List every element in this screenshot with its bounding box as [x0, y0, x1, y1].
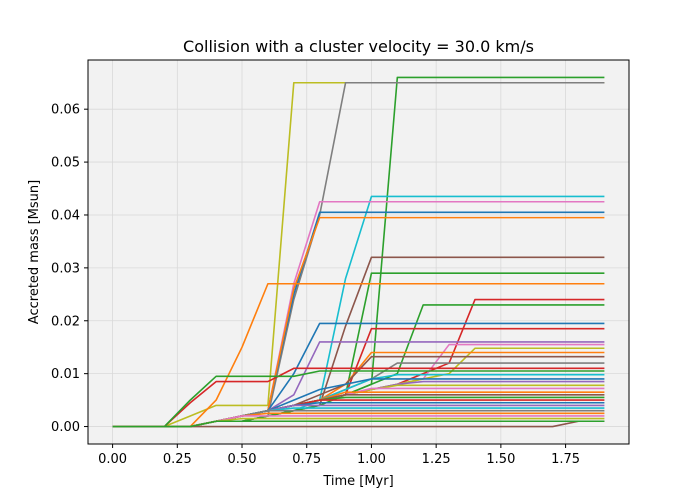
y-tick-label: 0.05	[51, 156, 80, 171]
series-line-10	[112, 282, 605, 428]
x-tick-label: 1.00	[357, 452, 386, 467]
x-axis-ticks: 0.00 0.25 0.50 0.75 1.00 1.25 1.50 1.75	[98, 444, 580, 467]
series-line-21	[112, 367, 605, 428]
y-tick-label: 0.00	[51, 420, 80, 435]
chart-title: Collision with a cluster velocity = 30.0…	[183, 37, 534, 56]
y-tick-label: 0.01	[51, 367, 80, 382]
y-tick-label: 0.02	[51, 314, 80, 329]
y-tick-label: 0.06	[51, 103, 80, 118]
x-tick-label: 1.75	[551, 452, 580, 467]
y-tick-label: 0.04	[51, 208, 80, 223]
plot-frame	[87, 59, 630, 445]
x-tick-label: 0.25	[163, 452, 192, 467]
x-tick-label: 1.50	[486, 452, 515, 467]
series-line-39	[112, 420, 605, 428]
series-line-22	[112, 370, 605, 428]
x-tick-label: 0.75	[292, 452, 321, 467]
x-axis-label: Time [Myr]	[322, 474, 393, 489]
y-tick-label: 0.03	[51, 261, 80, 276]
x-tick-label: 1.25	[422, 452, 451, 467]
series-layer	[112, 76, 605, 428]
x-tick-label: 0.00	[98, 452, 127, 467]
plot-area	[88, 60, 629, 444]
y-axis-label: Accreted mass [Msun]	[27, 180, 42, 324]
series-line-40	[112, 420, 605, 428]
y-axis-ticks: 0.00 0.01 0.02 0.03 0.04 0.05 0.06	[51, 103, 88, 435]
x-tick-label: 0.50	[228, 452, 257, 467]
